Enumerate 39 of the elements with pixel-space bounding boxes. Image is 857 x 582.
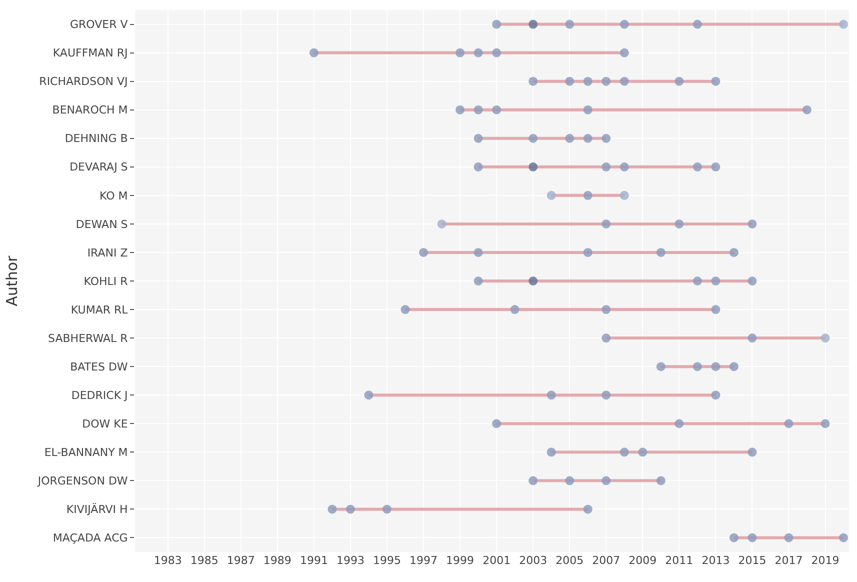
x-tick-label: 2003 [519,554,548,567]
x-tick-label: 1993 [336,554,364,567]
x-tick-label: 1997 [410,554,438,567]
x-tick-label: 2001 [482,554,511,567]
x-tick-label: 1983 [154,554,182,567]
y-tick-label: KAUFFMAN RJ [52,46,128,60]
y-tick-label: RICHARDSON VJ [39,75,128,88]
y-tick-label: MAÇADA ACG [52,532,128,545]
y-tick-label: KUMAR RL [70,303,129,316]
y-tick-label: DOW KE [82,417,128,430]
x-tick-label: 1987 [226,554,255,567]
x-tick-label: 2011 [665,554,694,567]
y-tick-label: BENAROCH M [52,104,128,117]
x-tick-label: 2007 [592,554,620,567]
y-tick-label: KOHLI R [84,274,128,288]
y-tick-label: BATES DW [70,360,128,374]
y-tick-label: KIVIJÄRVI H [66,502,128,516]
x-tick-label: 1989 [263,554,292,567]
x-tick-label: 2015 [738,554,766,567]
x-tick-label: 2019 [811,554,840,567]
x-tick-label: 2009 [628,554,657,567]
x-tick-label: 1995 [373,554,401,567]
x-tick-label: 2005 [556,554,584,567]
y-tick-label: JORGENSON DW [36,474,128,488]
x-tick-label: 1999 [446,554,474,567]
x-tick-label: 2017 [774,554,803,567]
y-tick-label: IRANI Z [87,246,128,260]
x-tick-label: 1985 [190,554,218,567]
y-tick-label: SABHERWAL R [48,332,128,345]
y-tick-label: GROVER V [70,18,128,32]
y-axis-title: Author [3,254,22,306]
x-tick-label: 1991 [300,554,328,567]
y-tick-label: DEHNING B [64,132,128,146]
y-tick-label: KO M [100,189,128,202]
y-tick-label: DEVARAJ S [70,160,128,174]
x-tick-label: 2013 [702,554,730,567]
y-tick-label: DEWAN S [76,218,128,231]
y-tick-label: DEDRICK J [71,388,128,402]
y-tick-label: EL-BANNANY M [44,446,128,460]
